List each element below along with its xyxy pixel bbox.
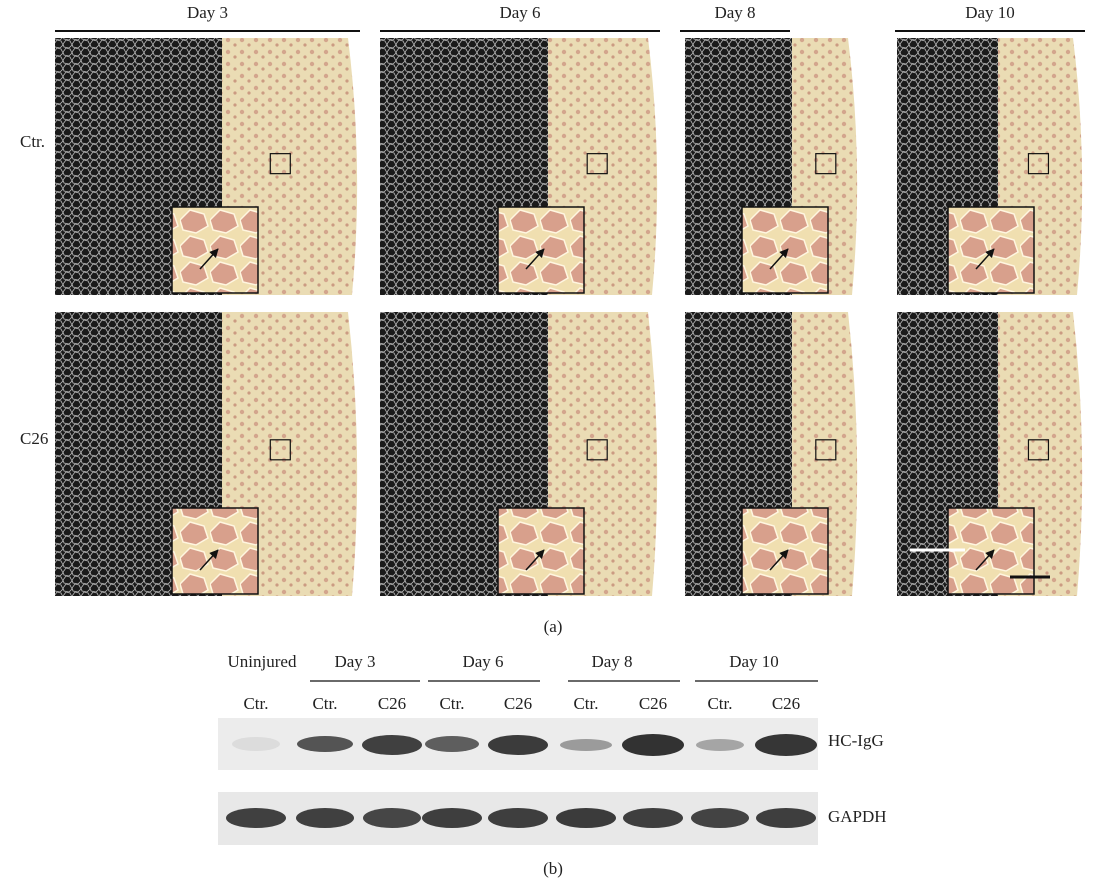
group-label: Day 8 (591, 652, 632, 671)
panel-label: (b) (543, 859, 563, 878)
inset (498, 207, 584, 293)
group-label: Day 6 (462, 652, 503, 671)
figure: (a) Ctr. C26 HC-IgG GAPDH (b) Day 3 Day 6… (0, 0, 1106, 886)
lane-label: C26 (504, 694, 532, 713)
lane-label: Ctr. (439, 694, 464, 713)
inset (498, 508, 584, 594)
panel-label: (a) (544, 617, 563, 636)
inset (172, 508, 258, 594)
lane-label: Ctr. (573, 694, 598, 713)
lane-label: C26 (772, 694, 800, 713)
column-header: Day 10 (965, 3, 1015, 22)
lane-label: C26 (378, 694, 406, 713)
lane-label: Ctr. (707, 694, 732, 713)
blot-bands (226, 734, 817, 828)
lane-label: Ctr. (312, 694, 337, 713)
blot-label: HC-IgG (828, 731, 884, 750)
lane-label: C26 (639, 694, 667, 713)
group-label: Day 3 (334, 652, 375, 671)
inset (948, 207, 1034, 293)
row-label: Ctr. (20, 132, 45, 151)
column-header: Day 3 (187, 3, 228, 22)
group-label: Uninjured (228, 652, 297, 671)
blot-label: GAPDH (828, 807, 887, 826)
inset (742, 207, 828, 293)
lane-label: Ctr. (243, 694, 268, 713)
inset (742, 508, 828, 594)
group-label: Day 10 (729, 652, 779, 671)
column-header: Day 8 (714, 3, 755, 22)
inset (172, 207, 258, 293)
tissue-images (55, 38, 1082, 596)
column-header: Day 6 (499, 3, 540, 22)
row-label: C26 (20, 429, 48, 448)
